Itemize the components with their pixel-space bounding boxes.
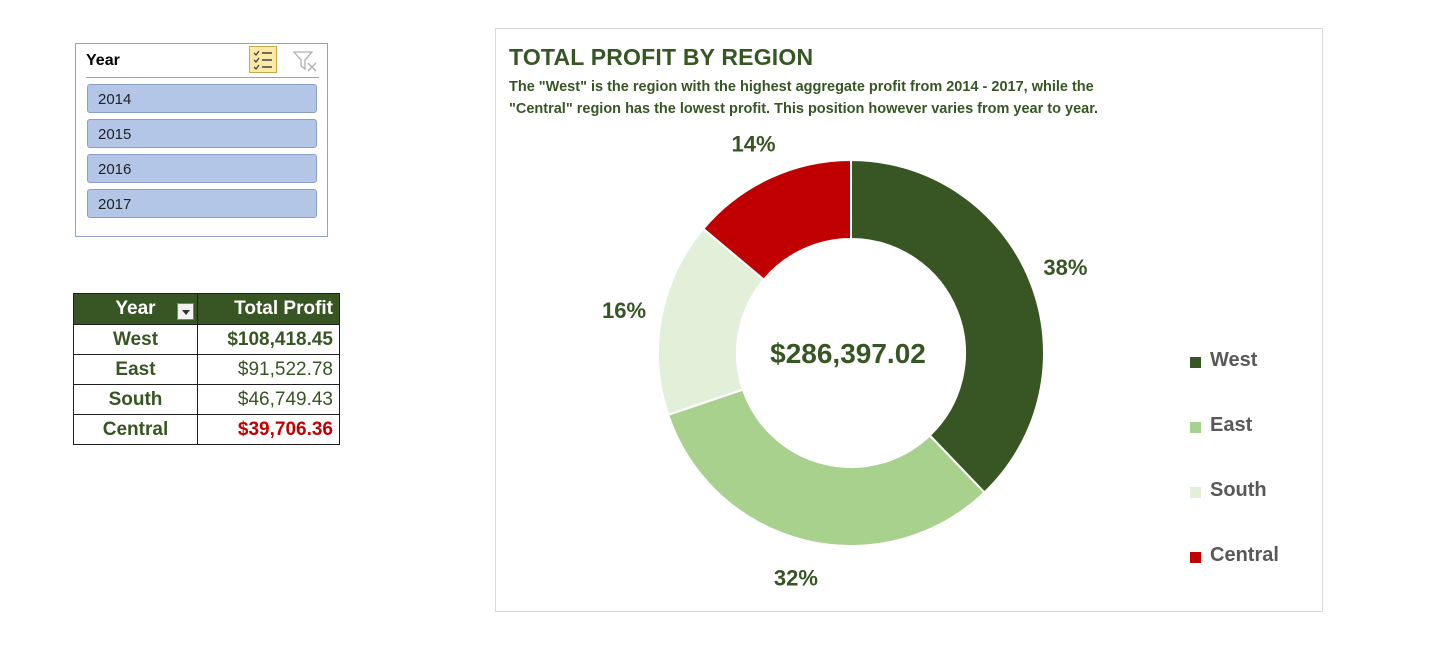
legend-label: South (1210, 479, 1267, 501)
slicer-header: Year (86, 44, 319, 78)
filter-dropdown-icon[interactable] (177, 303, 194, 320)
legend-item-east[interactable]: East (1190, 414, 1310, 440)
donut-chart: 38% 32% 16% 14% $286,397.02 (602, 132, 1087, 591)
data-label-south: 16% (602, 298, 646, 323)
legend-swatch (1190, 552, 1201, 563)
slicer-item-label: 2016 (98, 161, 132, 178)
legend-swatch (1190, 357, 1201, 368)
chart-subtitle: The "West" is the region with the highes… (509, 76, 1169, 120)
profit-cell: $46,749.43 (197, 384, 340, 415)
chart-subtitle-line: "Central" region has the lowest profit. … (509, 101, 1099, 117)
data-label-west: 38% (1043, 255, 1087, 280)
slicer-item-label: 2014 (98, 91, 132, 108)
table-header-row: Year Total Profit (73, 293, 340, 325)
column-header-label: Year (115, 298, 156, 319)
legend-item-south[interactable]: South (1190, 479, 1310, 505)
donut-slice-central[interactable] (701, 158, 852, 281)
slicer-item-2014[interactable]: 2014 (87, 84, 317, 113)
slicer-item-label: 2015 (98, 126, 132, 143)
multi-select-icon[interactable] (249, 46, 277, 73)
table-row: Central $39,706.36 (73, 414, 340, 445)
chart-title: TOTAL PROFIT BY REGION (509, 44, 814, 70)
donut-slice-west[interactable] (850, 158, 1045, 494)
profit-cell: $39,706.36 (197, 414, 340, 445)
slicer-title: Year (86, 52, 120, 69)
data-label-central: 14% (732, 132, 776, 157)
data-label-east: 32% (774, 565, 818, 590)
region-cell: South (73, 384, 198, 415)
year-slicer: Year 2014 2015 2016 2017 (75, 43, 328, 237)
profit-cell: $91,522.78 (197, 354, 340, 385)
region-cell: Central (73, 414, 198, 445)
legend-item-west[interactable]: West (1190, 349, 1310, 375)
legend-swatch (1190, 422, 1201, 433)
legend-label: West (1210, 349, 1258, 371)
slicer-item-2015[interactable]: 2015 (87, 119, 317, 148)
slicer-item-2016[interactable]: 2016 (87, 154, 317, 183)
column-header-profit: Total Profit (197, 293, 340, 325)
region-cell: West (73, 324, 198, 355)
column-header-year: Year (73, 293, 198, 325)
profit-cell: $108,418.45 (197, 324, 340, 355)
legend-item-central[interactable]: Central (1190, 544, 1310, 570)
legend-label: East (1210, 414, 1253, 436)
clear-filter-icon[interactable] (292, 49, 318, 73)
legend-label: Central (1210, 544, 1279, 566)
legend-swatch (1190, 487, 1201, 498)
chart-subtitle-line: The "West" is the region with the highes… (509, 79, 1094, 95)
table-row: West $108,418.45 (73, 324, 340, 355)
slicer-item-2017[interactable]: 2017 (87, 189, 317, 218)
profit-table: Year Total Profit West $108,418.45 East … (73, 293, 340, 445)
slicer-item-label: 2017 (98, 196, 132, 213)
donut-slice-east[interactable] (666, 388, 986, 547)
table-row: East $91,522.78 (73, 354, 340, 385)
donut-center-total: $286,397.02 (770, 338, 926, 369)
table-row: South $46,749.43 (73, 384, 340, 415)
region-cell: East (73, 354, 198, 385)
chart-area[interactable]: TOTAL PROFIT BY REGION The "West" is the… (495, 28, 1323, 612)
